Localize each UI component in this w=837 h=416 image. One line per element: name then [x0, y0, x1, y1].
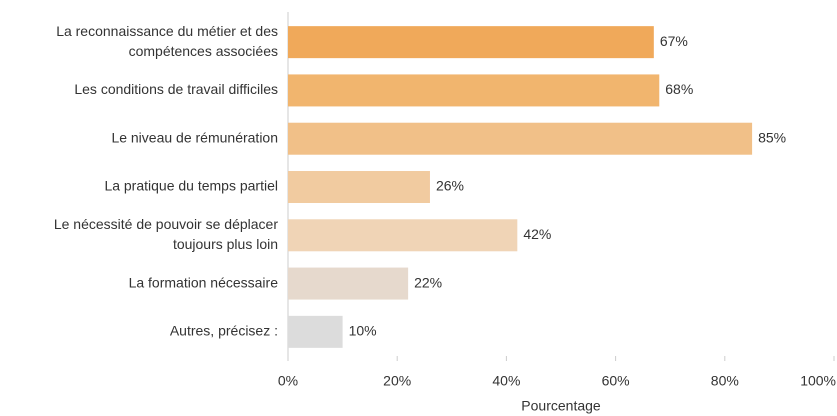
x-tick-label: 100%	[800, 373, 836, 389]
bar	[288, 26, 654, 59]
value-label: 85%	[758, 129, 786, 145]
bar	[288, 315, 343, 348]
y-tick-label: Le niveau de rémunération	[111, 129, 278, 145]
value-label: 26%	[436, 178, 464, 194]
value-label: 42%	[523, 226, 551, 242]
y-tick-label: Le nécessité de pouvoir se déplacer	[54, 216, 278, 232]
bar	[288, 122, 753, 155]
bar	[288, 74, 660, 107]
bar	[288, 171, 430, 203]
value-label: 10%	[349, 323, 377, 339]
value-label: 22%	[414, 274, 442, 290]
y-tick-label: La formation nécessaire	[129, 274, 279, 290]
y-tick-label: Les conditions de travail difficiles	[74, 81, 278, 97]
value-label: 67%	[660, 33, 688, 49]
bar	[288, 267, 409, 300]
x-tick-label: 0%	[278, 373, 298, 389]
bar	[288, 219, 518, 252]
x-axis-title: Pourcentage	[521, 398, 601, 414]
y-tick-label: Autres, précisez :	[170, 323, 278, 339]
y-tick-label: compétences associées	[129, 43, 278, 59]
x-tick-label: 20%	[383, 373, 411, 389]
y-tick-label: toujours plus loin	[173, 236, 278, 252]
y-tick-label: La pratique du temps partiel	[104, 178, 278, 194]
x-tick-label: 40%	[492, 373, 520, 389]
x-tick-label: 80%	[711, 373, 739, 389]
value-label: 68%	[665, 81, 693, 97]
x-tick-label: 60%	[602, 373, 630, 389]
y-tick-label: La reconnaissance du métier et des	[56, 23, 278, 39]
